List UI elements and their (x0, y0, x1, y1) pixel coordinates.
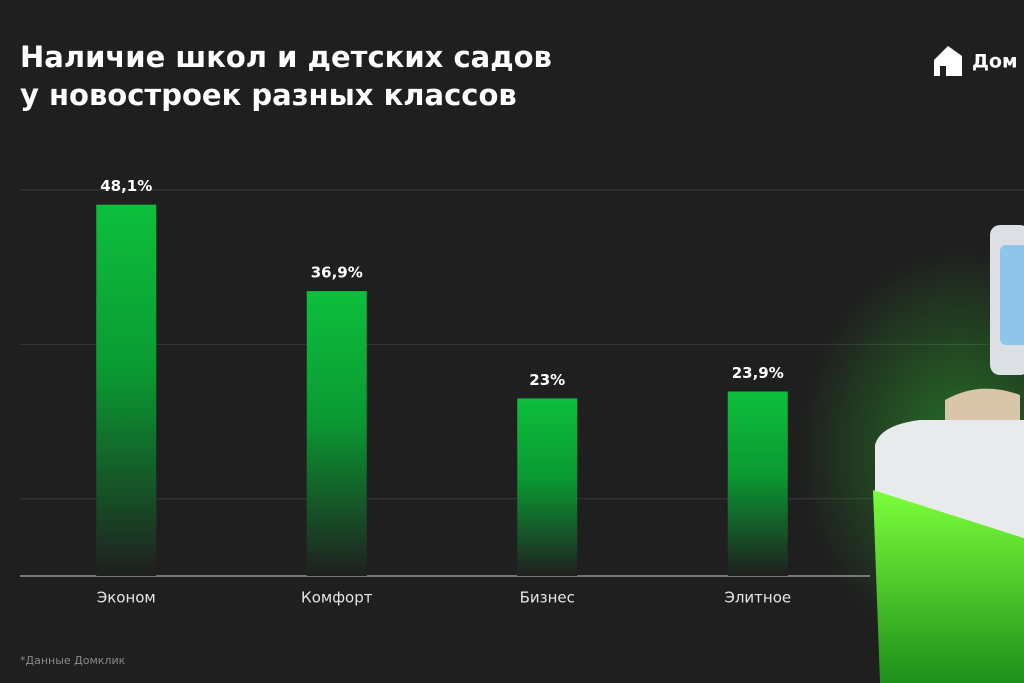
footnote: *Данные Домклик (20, 654, 126, 667)
logo-text: Дом (972, 51, 1018, 73)
bar (96, 204, 157, 576)
value-label: 23,9% (732, 364, 784, 382)
logo: Дом (934, 46, 1018, 76)
chart-title: Наличие школ и детских садов (20, 40, 552, 74)
x-tick-label: Эконом (97, 589, 156, 607)
x-tick-label: Бизнес (520, 589, 575, 607)
value-label: 36,9% (311, 264, 363, 282)
x-tick-label: Элитное (724, 589, 791, 607)
bar (727, 391, 788, 576)
illustration (800, 225, 1024, 683)
bar (517, 398, 578, 576)
x-tick-label: Комфорт (301, 589, 373, 607)
bar (306, 291, 367, 576)
value-label: 23% (529, 371, 565, 389)
chart-title: у новостроек разных классов (20, 78, 517, 112)
value-label: 48,1% (100, 177, 152, 195)
